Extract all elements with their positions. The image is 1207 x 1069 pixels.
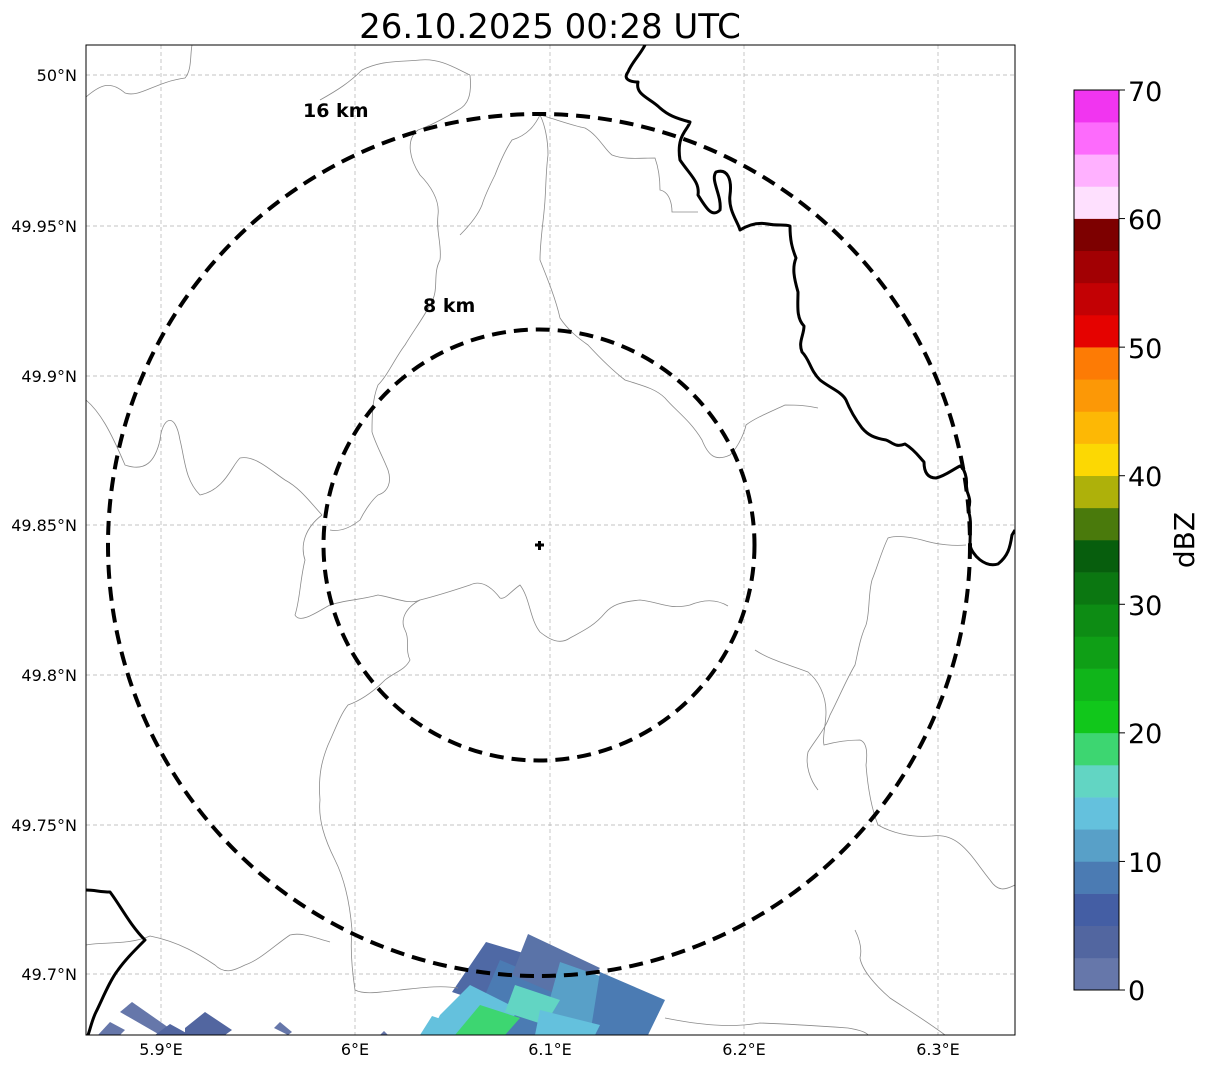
colorbar-band bbox=[1074, 925, 1119, 959]
colorbar-tick-label: 60 bbox=[1128, 205, 1162, 236]
echo-cell bbox=[380, 1031, 388, 1035]
colorbar-band bbox=[1074, 475, 1119, 509]
colorbar-band bbox=[1074, 797, 1119, 830]
y-tick-label: 49.7°N bbox=[21, 965, 77, 984]
echo-cell bbox=[590, 972, 665, 1035]
colorbar-band bbox=[1074, 829, 1119, 862]
map-axes: 16 km 8 km bbox=[85, 44, 1016, 1036]
echo-cell bbox=[420, 1016, 450, 1035]
colorbar-band bbox=[1074, 122, 1119, 155]
colorbar-band bbox=[1074, 572, 1119, 605]
colorbar-tick-label: 40 bbox=[1128, 462, 1162, 493]
y-tick-label: 49.8°N bbox=[21, 666, 77, 685]
colorbar-band bbox=[1074, 411, 1119, 444]
colorbar-tick-label: 10 bbox=[1128, 848, 1162, 879]
x-tick-label: 6°E bbox=[341, 1040, 369, 1059]
colorbar-tick-label: 20 bbox=[1128, 719, 1162, 750]
echo-cell bbox=[98, 1022, 125, 1035]
colorbar-band bbox=[1074, 540, 1119, 573]
colorbar-band bbox=[1074, 379, 1119, 412]
x-tick-labels: 5.9°E 6°E 6.1°E 6.2°E 6.3°E bbox=[139, 1040, 960, 1059]
y-tick-label: 49.95°N bbox=[11, 217, 77, 236]
admin-borders bbox=[86, 45, 1015, 1035]
range-ring-inner bbox=[321, 327, 757, 763]
colorbar-band bbox=[1074, 90, 1119, 123]
radar-site-cross-marker bbox=[535, 541, 544, 550]
colorbar-band bbox=[1074, 668, 1119, 702]
colorbar-ticks: 0 10 20 30 40 50 60 70 bbox=[1119, 77, 1162, 1007]
y-tick-label: 49.9°N bbox=[21, 367, 77, 386]
range-ring-outer bbox=[106, 112, 972, 978]
colorbar-band bbox=[1074, 765, 1119, 798]
ring-label-outer: 16 km bbox=[303, 100, 369, 122]
colorbar-tick-label: 70 bbox=[1128, 77, 1162, 108]
colorbar-band bbox=[1074, 636, 1119, 669]
colorbar-frame bbox=[1073, 89, 1120, 991]
echo-cell bbox=[535, 1010, 600, 1035]
colorbar-bands bbox=[1074, 90, 1119, 991]
colorbar-tick-label: 50 bbox=[1128, 334, 1162, 365]
colorbar-band bbox=[1074, 893, 1119, 927]
colorbar: 0 10 20 30 40 50 60 70 dBZ bbox=[1073, 77, 1201, 1007]
x-tick-label: 6.3°E bbox=[916, 1040, 960, 1059]
colorbar-band bbox=[1074, 861, 1119, 894]
colorbar-band bbox=[1074, 443, 1119, 477]
colorbar-band bbox=[1074, 957, 1119, 991]
colorbar-tick-label: 30 bbox=[1128, 591, 1162, 622]
echo-cell bbox=[274, 1022, 292, 1035]
echo-cell bbox=[455, 1005, 520, 1035]
ring-label-inner: 8 km bbox=[423, 295, 475, 317]
colorbar-band bbox=[1074, 154, 1119, 187]
x-tick-label: 5.9°E bbox=[139, 1040, 183, 1059]
colorbar-band bbox=[1074, 282, 1119, 316]
echo-cell bbox=[185, 1012, 232, 1035]
colorbar-label: dBZ bbox=[1168, 512, 1201, 568]
x-tick-label: 6.1°E bbox=[528, 1040, 572, 1059]
colorbar-band bbox=[1074, 507, 1119, 541]
y-tick-label: 50°N bbox=[37, 66, 77, 85]
y-tick-labels: 50°N 49.95°N 49.9°N 49.85°N 49.8°N 49.75… bbox=[11, 66, 77, 984]
y-tick-label: 49.75°N bbox=[11, 816, 77, 835]
echo-cell bbox=[155, 1024, 190, 1035]
reflectivity-echoes bbox=[98, 934, 665, 1035]
colorbar-band bbox=[1074, 218, 1119, 252]
plot-title: 26.10.2025 00:28 UTC bbox=[359, 7, 741, 47]
echo-cell bbox=[120, 1002, 172, 1035]
colorbar-band bbox=[1074, 315, 1119, 348]
y-tick-label: 49.85°N bbox=[11, 516, 77, 535]
x-tick-label: 6.2°E bbox=[722, 1040, 766, 1059]
colorbar-band bbox=[1074, 250, 1119, 284]
colorbar-band bbox=[1074, 700, 1119, 734]
colorbar-tick-label: 0 bbox=[1128, 976, 1145, 1007]
colorbar-band bbox=[1074, 186, 1119, 219]
range-rings bbox=[106, 112, 972, 978]
colorbar-band bbox=[1074, 732, 1119, 766]
colorbar-band bbox=[1074, 604, 1119, 637]
map-frame bbox=[85, 44, 1016, 1036]
colorbar-band bbox=[1074, 347, 1119, 380]
